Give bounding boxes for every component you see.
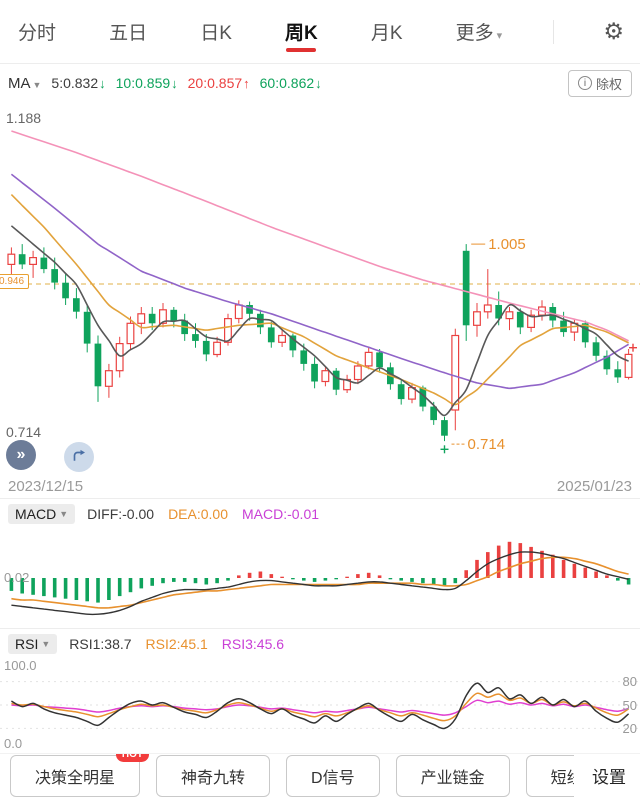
y-axis-max-label: 1.188 [6,110,42,126]
dea-value: DEA:0.00 [168,505,228,522]
kline-panel: 1.005 0.714 1.188 0.714 0.946 » [0,102,640,474]
rotate-screen-icon [73,449,85,461]
industry-chain-button[interactable]: 产业链金 [395,754,510,797]
tab-label: 分时 [18,23,57,44]
rsi3-value: RSI3:45.6 [221,635,285,652]
divider [553,19,555,44]
rsi-max-label: 100.0 [4,658,37,673]
tab-five-day[interactable]: 五日 [107,4,149,59]
chevron-down-icon: ▾ [496,30,503,42]
button-label: 决策全明星 [35,769,116,787]
dropdown-triangle-icon: ▼ [32,79,42,90]
rsi-selector[interactable]: RSI ▼ [8,633,58,654]
magic-nine-turns-button[interactable]: 神奇九转 [156,754,271,797]
info-icon: i [577,76,592,90]
macd-value: MACD:-0.01 [242,505,320,522]
rotate-screen-button[interactable] [64,442,94,472]
settings-button[interactable]: 设置 [574,754,640,797]
up-arrow-icon: ↑ [243,76,250,91]
rsi1-value: RSI1:38.7 [69,635,132,652]
rsi2-value: RSI2:45.1 [145,635,208,652]
tab-label: 更多 [455,23,494,44]
tab-daily-k[interactable]: 日K [198,4,234,59]
kline-canvas[interactable]: 1.005 0.714 [0,102,640,474]
bottom-toolbar: 决策全明星 HOT 神奇九转 D信号 产业链金 短线 设置 [0,753,640,797]
dropdown-triangle-icon: ▼ [41,638,51,649]
macd-panel: 0.02 [0,528,640,628]
dropdown-triangle-icon: ▼ [59,508,69,519]
svg-text:1.005: 1.005 [488,236,526,253]
ma10-value: 10:0.859↓ [115,75,178,91]
ma-selector[interactable]: MA ▼ [8,75,41,92]
diff-value: DIFF:-0.00 [87,505,155,522]
exright-button[interactable]: i 除权 [567,69,632,97]
ma20-value: 20:0.857↑ [187,75,250,91]
macd-label: MACD [15,505,57,522]
date-axis: 2023/12/15 2025/01/23 [0,474,640,498]
rsi-canvas[interactable] [0,658,640,753]
active-tab-underline [286,48,317,52]
macd-header: MACD ▼ DIFF:-0.00 DEA:0.00 MACD:-0.01 [0,498,640,528]
rsi-panel: 100.0 0.0 80 50 20 [0,658,640,753]
down-arrow-icon: ↓ [171,76,178,91]
rsi-label: RSI [15,635,39,652]
d-signal-button[interactable]: D信号 [286,754,380,797]
gear-icon[interactable]: ⚙ [603,18,624,44]
start-date-label: 2023/12/15 [8,477,84,495]
button-label: D信号 [311,769,355,787]
macd-selector[interactable]: MACD ▼ [8,503,76,524]
macd-axis-label: 0.02 [4,570,30,585]
macd-canvas[interactable] [0,528,640,628]
down-arrow-icon: ↓ [99,76,106,91]
ma-indicator-row: MA ▼ 5:0.832↓ 10:0.859↓ 20:0.857↑ 60:0.86… [0,64,640,102]
exright-label: 除权 [595,76,622,92]
svg-text:0.714: 0.714 [468,436,506,453]
ma5-value: 5:0.832↓ [51,75,106,91]
tab-label: 周K [285,23,318,44]
rsi-grid-20-label: 20 [622,721,637,736]
tab-label: 五日 [109,23,148,44]
rsi-header: RSI ▼ RSI1:38.7 RSI2:45.1 RSI3:45.6 [0,628,640,658]
rsi-grid-80-label: 80 [622,674,637,689]
tab-more[interactable]: 更多 ▾ [454,4,505,59]
tab-label: 月K [370,23,403,44]
tab-weekly-k[interactable]: 周K [283,4,320,59]
reference-price-tag: 0.946 [0,274,30,289]
hot-badge: HOT [115,754,150,762]
chart-period-tabbar: 分时 五日 日K 周K 月K 更多 ▾ ⚙ [0,0,640,64]
button-label: 神奇九转 [181,769,246,787]
y-axis-min-label: 0.714 [6,424,42,440]
down-arrow-icon: ↓ [315,76,322,91]
ma60-value: 60:0.862↓ [259,75,322,91]
ma-label: MA [8,74,31,92]
quick-jump-button[interactable]: » [6,440,36,470]
tab-time-share[interactable]: 分时 [16,4,58,59]
rsi-grid-50-label: 50 [622,698,637,713]
toolbar-scroll-row[interactable]: 决策全明星 HOT 神奇九转 D信号 产业链金 短线 [0,754,640,797]
rsi-min-label: 0.0 [4,736,23,751]
button-label: 产业链金 [420,769,485,787]
double-chevron-icon: » [16,446,26,463]
decision-allstar-button[interactable]: 决策全明星 HOT [10,754,150,797]
end-date-label: 2025/01/23 [556,477,632,495]
tab-label: 日K [200,23,232,44]
tab-monthly-k[interactable]: 月K [369,4,405,59]
